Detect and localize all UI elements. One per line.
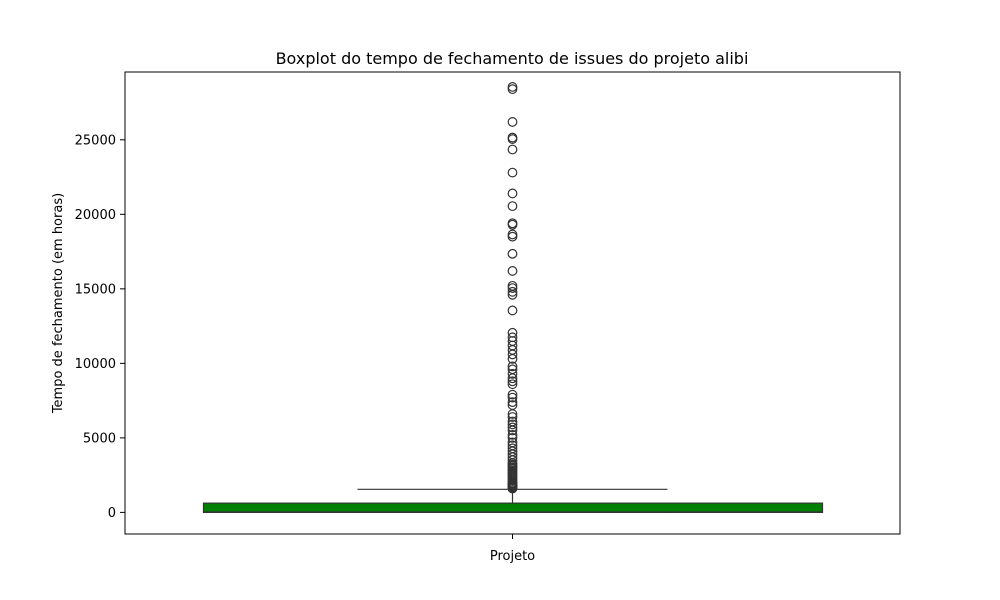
outlier-point [507,409,518,419]
outlier-point [507,144,518,155]
outlier-point [507,201,518,212]
y-tick-label: 20000 [75,208,116,223]
outlier-point [507,117,518,127]
y-tick-label: 0 [108,506,116,521]
outlier-point [507,84,518,95]
y-tick-label: 25000 [75,133,116,148]
outlier-point [507,248,518,259]
y-tick-label: 10000 [75,357,116,372]
outlier-point [507,419,518,430]
outlier-point [507,373,518,384]
y-tick-label: 15000 [75,282,116,297]
outlier-point [507,289,518,300]
outlier-point [507,422,518,433]
outlier-point [507,231,518,242]
outlier-point [507,483,518,494]
y-tick-label: 5000 [83,431,116,446]
outlier-point [507,412,518,422]
outlier-point [507,432,518,443]
y-axis: 0 5000 10000 15000 20000 25000 [75,133,125,521]
outlier-point [507,392,518,403]
y-axis-label: Tempo de fechamento (em horas) [51,193,66,414]
outlier-point [507,188,518,199]
outlier-point [507,283,518,293]
outlier-point [507,389,518,400]
outlier-point [507,376,518,387]
outlier-point [507,219,518,230]
outlier-point [507,368,518,379]
outlier-point [507,353,518,364]
iqr-box [202,502,824,513]
outlier-point [507,266,518,276]
outlier-point [507,286,518,297]
outlier-point [507,305,518,316]
outlier-point [507,397,518,408]
outlier-point [507,379,518,390]
outlier-point [507,429,518,440]
plot-area [202,82,824,513]
outlier-point [507,425,518,436]
outlier-point [507,349,518,360]
outlier-point [507,361,518,372]
outlier-point [507,167,518,178]
outlier-point [507,134,518,144]
chart-title: Boxplot do tempo de fechamento de issues… [276,49,749,68]
x-axis-label: Projeto [490,549,535,564]
